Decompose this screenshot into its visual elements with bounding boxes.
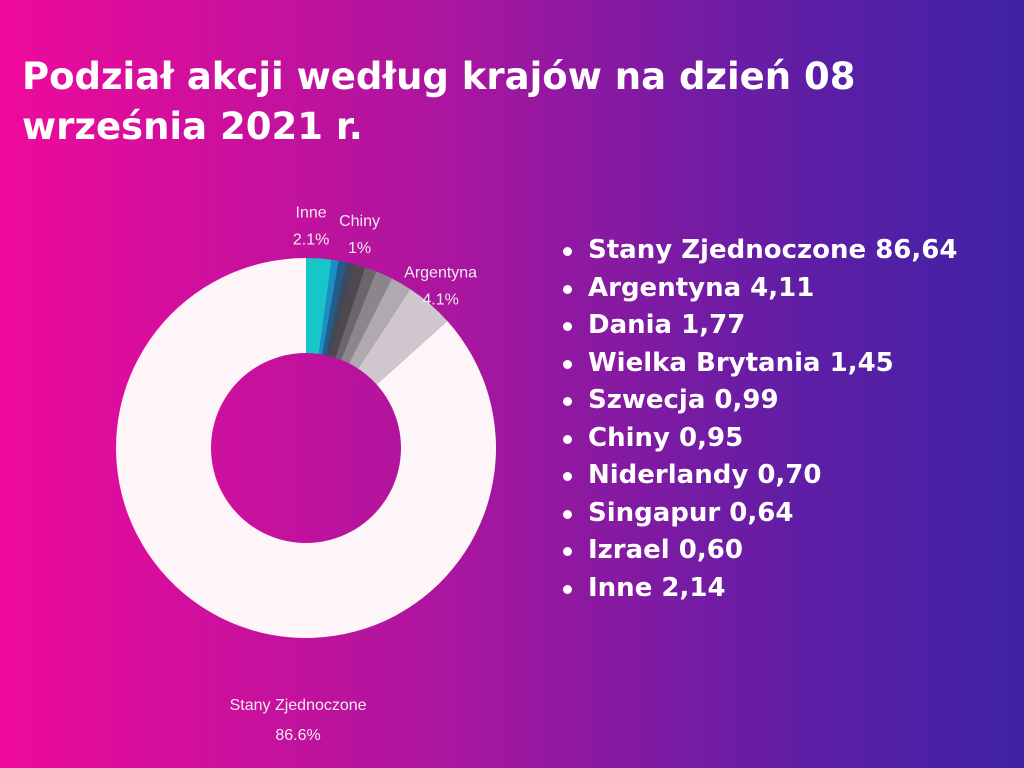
slice-dania — [348, 278, 411, 369]
chart-title: Podział akcji według krajów na dzień 08 … — [22, 55, 856, 148]
legend-item: Izrael 0,60 — [560, 532, 957, 570]
legend-item: Dania 1,77 — [560, 307, 957, 345]
slice-argentyna — [358, 289, 448, 385]
bullet-icon — [563, 247, 572, 256]
legend-item-label: Chiny 0,95 — [588, 422, 744, 453]
slice-label-name: Chiny — [339, 213, 380, 230]
slice-chiny — [330, 264, 366, 358]
bullet-icon — [563, 547, 572, 556]
slice-singapur — [322, 260, 347, 356]
bullet-icon — [563, 397, 572, 406]
bullet-icon — [563, 284, 572, 294]
slice-label-name: Stany Zjednoczone — [230, 697, 367, 714]
bullet-icon — [563, 584, 572, 594]
legend-item: Wielka Brytania 1,45 — [560, 345, 957, 383]
slice-wielka-brytania — [341, 271, 392, 364]
slice-label-name: Inne — [296, 205, 327, 222]
legend-item: Chiny 0,95 — [560, 420, 957, 458]
slice-label-value: 2.1% — [293, 232, 329, 249]
bullet-icon — [563, 434, 572, 444]
slice-izrael — [318, 259, 339, 355]
slice-szwecja — [335, 267, 377, 360]
bullet-icon — [563, 509, 572, 519]
legend-item: Argentyna 4,11 — [560, 270, 957, 308]
legend-item-label: Izrael 0,60 — [588, 535, 743, 565]
legend-item-label: Inne 2,14 — [588, 572, 726, 603]
slice-inne — [306, 258, 332, 354]
legend-item-label: Singapur 0,64 — [588, 497, 794, 528]
slice-label-value: 86.6% — [275, 727, 320, 744]
slice-label-value: 4.1% — [422, 291, 458, 308]
legend-item-label: Argentyna 4,11 — [588, 272, 815, 303]
legend-list: Stany Zjednoczone 86,64 Argentyna 4,11 Dan… — [560, 232, 957, 607]
legend-item-label: Szwecja 0,99 — [588, 385, 779, 415]
slice-stany-zjednoczone — [116, 258, 496, 639]
legend-item-label: Dania 1,77 — [588, 310, 746, 340]
legend-item-label: Stany Zjednoczone 86,64 — [588, 235, 958, 265]
legend-item: Inne 2,14 — [560, 570, 957, 608]
legend-item: Niderlandy 0,70 — [560, 457, 957, 495]
slice-label-value: 1% — [348, 240, 371, 257]
bullet-icon — [563, 472, 572, 481]
bullet-icon — [563, 322, 572, 331]
legend-item: Singapur 0,64 — [560, 495, 957, 533]
slice-niderlandy — [326, 262, 355, 357]
legend-item: Szwecja 0,99 — [560, 382, 957, 420]
legend-item: Stany Zjednoczone 86,64 — [560, 232, 957, 270]
slice-label-name: Argentyna — [404, 264, 477, 281]
legend-item-label: Niderlandy 0,70 — [588, 460, 822, 490]
bullet-icon — [563, 359, 572, 369]
legend-item-label: Wielka Brytania 1,45 — [588, 347, 894, 378]
